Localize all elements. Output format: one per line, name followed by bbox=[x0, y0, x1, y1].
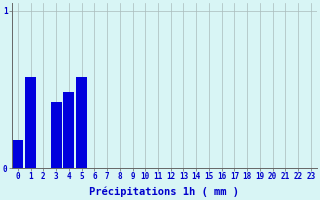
Bar bbox=[51, 102, 61, 168]
X-axis label: Précipitations 1h ( mm ): Précipitations 1h ( mm ) bbox=[89, 187, 239, 197]
Bar bbox=[12, 140, 23, 168]
Bar bbox=[25, 77, 36, 168]
Bar bbox=[63, 92, 74, 168]
Bar bbox=[76, 77, 87, 168]
